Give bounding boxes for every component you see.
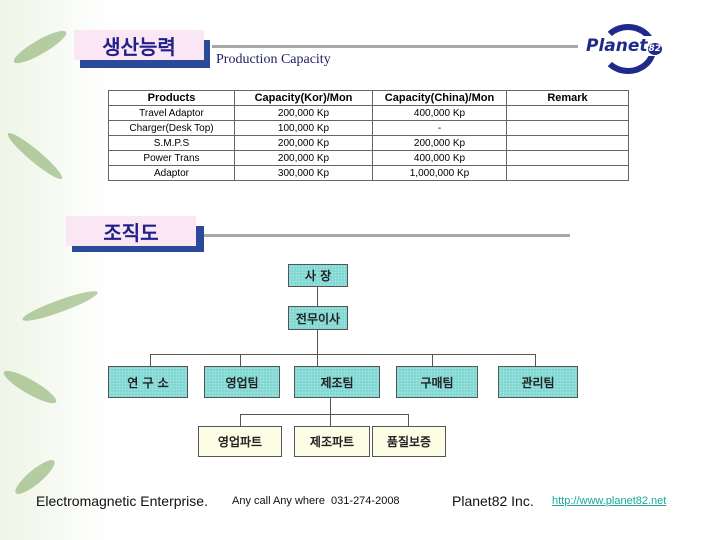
connector xyxy=(432,354,433,366)
connector xyxy=(317,285,318,306)
table-header-row: Products Capacity(Kor)/Mon Capacity(Chin… xyxy=(108,90,629,106)
connector xyxy=(150,354,535,355)
col-header: Capacity(Kor)/Mon xyxy=(234,90,373,106)
table-row: Travel Adaptor 200,000 Kp 400,000 Kp xyxy=(108,105,629,121)
cell: Charger(Desk Top) xyxy=(108,120,235,136)
org-node-team: 연 구 소 xyxy=(108,366,188,398)
org-node-team: 영업팀 xyxy=(204,366,280,398)
connector xyxy=(240,414,241,426)
header-rule xyxy=(212,45,578,48)
cell xyxy=(506,165,629,181)
table-row: S.M.P.S 200,000 Kp 200,000 Kp xyxy=(108,135,629,151)
connector xyxy=(150,354,151,366)
cell: - xyxy=(372,120,507,136)
cell: Power Trans xyxy=(108,150,235,166)
cell: 400,000 Kp xyxy=(372,105,507,121)
table-row: Adaptor 300,000 Kp 1,000,000 Kp xyxy=(108,165,629,181)
cell xyxy=(506,120,629,136)
cell: 200,000 Kp xyxy=(234,135,373,151)
org-node-ceo: 사 장 xyxy=(288,264,348,287)
cell: S.M.P.S xyxy=(108,135,235,151)
org-node-part: 제조파트 xyxy=(294,426,370,457)
connector xyxy=(240,354,241,366)
org-node-team: 관리팀 xyxy=(498,366,578,398)
cell: 1,000,000 Kp xyxy=(372,165,507,181)
col-header: Remark xyxy=(506,90,629,106)
table-row: Power Trans 200,000 Kp 400,000 Kp xyxy=(108,150,629,166)
capacity-table: Products Capacity(Kor)/Mon Capacity(Chin… xyxy=(108,90,629,181)
col-header: Capacity(China)/Mon xyxy=(372,90,507,106)
section-title-org: 조직도 xyxy=(66,216,196,246)
org-node-part: 영업파트 xyxy=(198,426,282,457)
org-node-director: 전무이사 xyxy=(288,306,348,330)
org-node-team: 제조팀 xyxy=(294,366,380,398)
org-rule xyxy=(204,234,570,237)
footer-slogan: Any call Any where 031-274-2008 xyxy=(232,495,400,507)
connector xyxy=(240,414,408,415)
org-node-part: 품질보증 xyxy=(372,426,446,457)
cell: 200,000 Kp xyxy=(234,150,373,166)
org-node-team: 구매팀 xyxy=(396,366,478,398)
cell: 300,000 Kp xyxy=(234,165,373,181)
cell xyxy=(506,150,629,166)
cell: 200,000 Kp xyxy=(372,135,507,151)
cell: 100,000 Kp xyxy=(234,120,373,136)
col-header: Products xyxy=(108,90,235,106)
footer-url-link[interactable]: http://www.planet82.net xyxy=(552,495,667,507)
planet82-logo: Planet82 xyxy=(582,24,674,74)
connector xyxy=(408,414,409,426)
cell: Travel Adaptor xyxy=(108,105,235,121)
cell: 200,000 Kp xyxy=(234,105,373,121)
footer-company: Electromagnetic Enterprise. xyxy=(36,493,208,509)
cell xyxy=(506,135,629,151)
subtitle: Production Capacity xyxy=(216,52,331,67)
section-title-production: 생산능력 xyxy=(74,30,204,60)
cell: 400,000 Kp xyxy=(372,150,507,166)
table-row: Charger(Desk Top) 100,000 Kp - xyxy=(108,120,629,136)
connector xyxy=(317,328,318,366)
cell xyxy=(506,105,629,121)
cell: Adaptor xyxy=(108,165,235,181)
connector xyxy=(330,396,331,426)
footer-brand: Planet82 Inc. xyxy=(452,493,534,509)
connector xyxy=(535,354,536,366)
